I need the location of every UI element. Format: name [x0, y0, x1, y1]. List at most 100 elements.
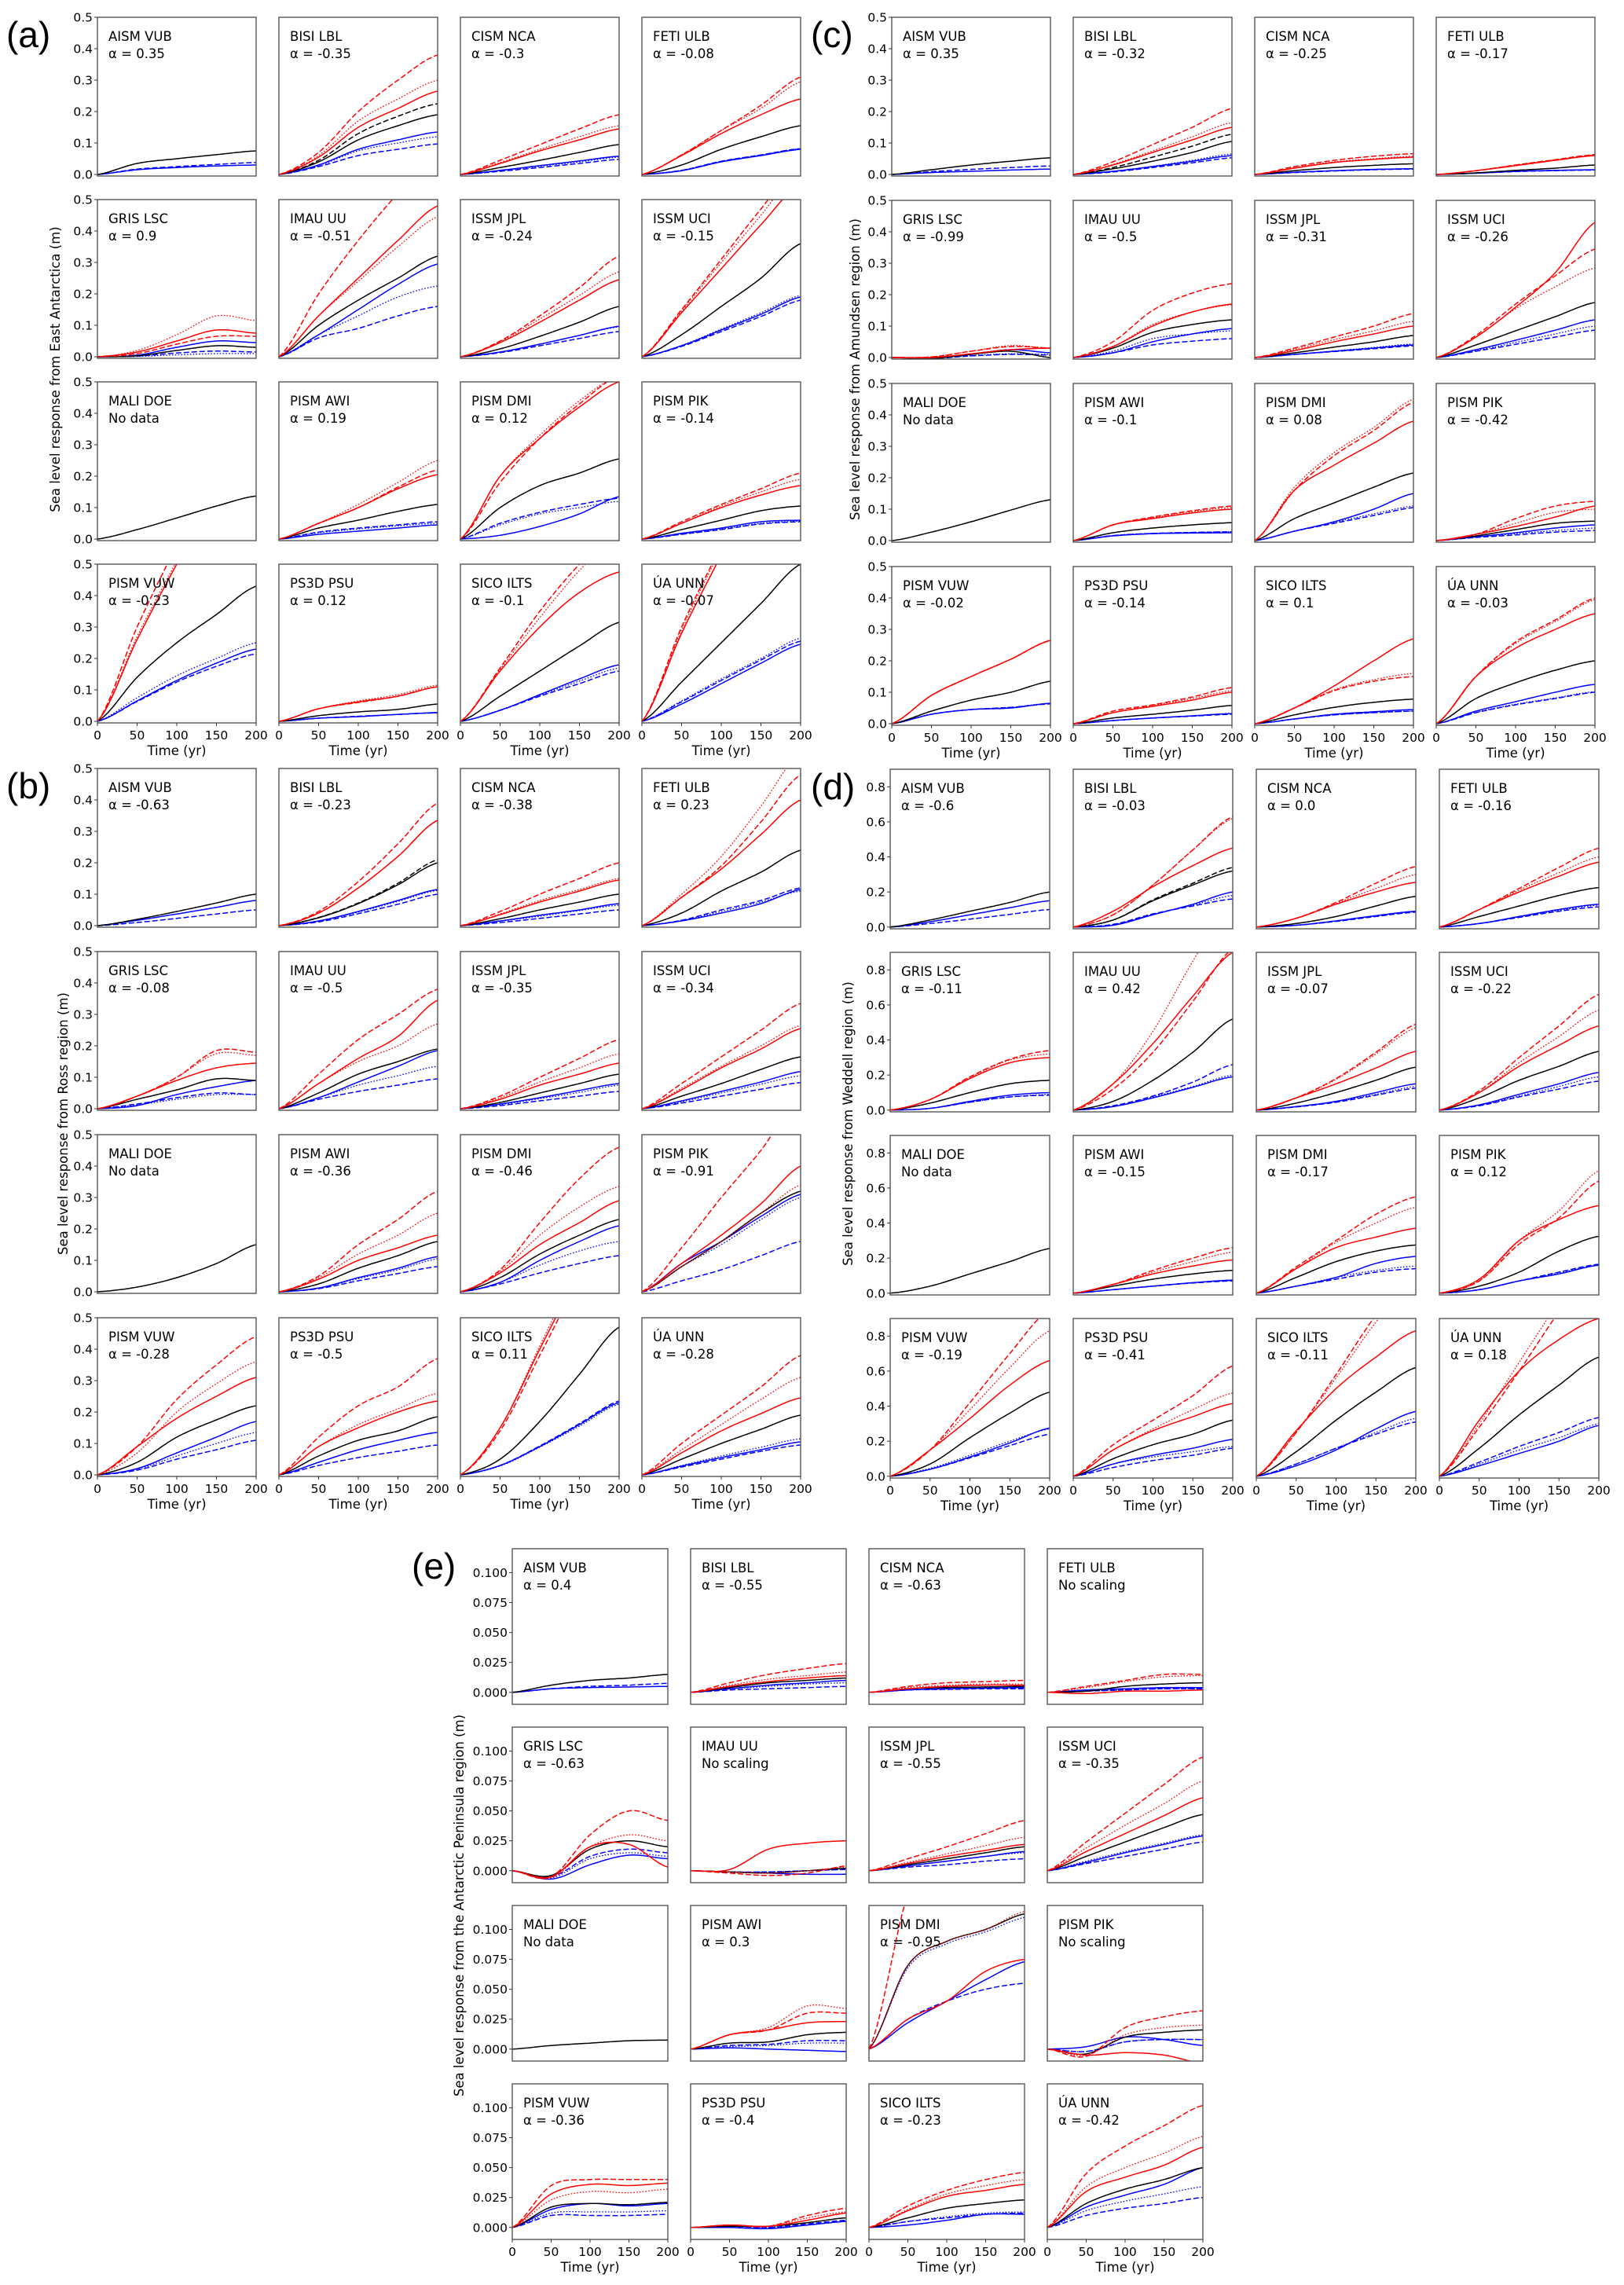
series-line-black [460, 1219, 619, 1293]
series-line-red-solid [642, 1165, 801, 1293]
series-line-blue-dashed [1047, 1841, 1203, 1872]
series-line-black [642, 1414, 801, 1476]
subplot-title: FETI ULB [1450, 781, 1508, 796]
subplot-title: ISSM UCI [653, 211, 711, 226]
series-line-blue-solid [1073, 891, 1233, 928]
series-line-blue-dashed [1255, 710, 1413, 724]
subplot-note: α = -0.63 [108, 798, 170, 812]
series-line-red-solid [1436, 222, 1595, 358]
series-group [279, 802, 438, 926]
series-line-black [1073, 1270, 1233, 1294]
series-line-black-dashed [279, 103, 438, 175]
x-axis-label: Time (yr) [328, 1497, 387, 1512]
series-group [1439, 1319, 1599, 1477]
x-axis-label: Time (yr) [691, 1497, 750, 1512]
series-line-red-solid [1073, 952, 1233, 1111]
y-tick-label: 0.1 [73, 1437, 93, 1451]
x-tick-label: 150 [205, 1482, 229, 1496]
x-tick-label: 100 [709, 728, 733, 743]
x-tick-label: 100 [165, 728, 189, 743]
axes-frame [868, 1726, 1025, 1883]
x-tick-label: 150 [1362, 731, 1386, 745]
subplot-note: α = -0.26 [1447, 229, 1509, 244]
series-line-red-dotted [1256, 874, 1416, 928]
series-line-blue-dotted [279, 889, 438, 926]
series-line-blue-solid [460, 903, 619, 926]
subplot: IMAU UU α = -0.5 [278, 951, 438, 1111]
series-line-red-dotted [97, 564, 176, 722]
series-line-blue-solid [460, 496, 619, 540]
series-group [460, 1146, 619, 1293]
series-line-red-dashed [1439, 993, 1599, 1111]
series-line-red-dashed [1073, 108, 1232, 175]
series-line-blue-solid [892, 168, 1050, 175]
series-line-red-dashed [1255, 313, 1413, 358]
subplot-note: α = 0.12 [290, 593, 346, 608]
subplot: MALI DOE No data 0.000 0.025 0.050 0.075 0.100 [473, 1905, 669, 2062]
subplot-title: PISM VUW [901, 1330, 967, 1345]
series-line-blue-dashed [869, 1858, 1025, 1872]
y-tick-label: 0.5 [73, 11, 93, 25]
subplot-title: PS3D PSU [290, 1330, 354, 1344]
x-tick-label: 50 [1472, 1484, 1487, 1498]
series-line-blue-solid [890, 900, 1050, 928]
series-group [512, 1810, 668, 1880]
subplot-note: α = -0.35 [290, 46, 351, 61]
subplot-title: PS3D PSU [1084, 1330, 1148, 1345]
series-line-black [512, 2202, 668, 2228]
series-line-blue-solid [460, 1083, 619, 1109]
series-group [279, 1358, 438, 1476]
series-group [642, 1355, 801, 1476]
subplot-title: IMAU UU [290, 963, 346, 978]
x-tick-label: 200 [607, 1482, 631, 1496]
axes-frame [460, 17, 620, 177]
series-line-red-solid [460, 1200, 619, 1293]
series-line-black [892, 157, 1050, 175]
series-line-blue-solid [691, 2047, 846, 2052]
x-tick-label: 150 [1364, 1484, 1388, 1498]
subplot-note: α = -0.23 [880, 2113, 941, 2128]
y-tick-label: 0.2 [867, 471, 887, 486]
series-group [691, 1663, 846, 1693]
axes-frame [460, 768, 620, 928]
y-tick-label: 0.3 [867, 440, 887, 454]
subplot-note: No scaling [702, 1756, 769, 1771]
axes-frame [641, 381, 801, 541]
series-line-red-dashed [1436, 248, 1595, 358]
series-line-blue-dotted [869, 1916, 1025, 2050]
series-line-black [279, 1241, 438, 1293]
x-tick-label: 150 [618, 2245, 641, 2259]
x-tick-label: 0 [275, 728, 283, 743]
x-axis-label: Time (yr) [509, 1497, 569, 1512]
series-line-black [97, 495, 256, 540]
series-line-red-dashed [279, 1190, 438, 1293]
series-line-red-dotted [1255, 156, 1413, 175]
axes-frame [1256, 1135, 1417, 1296]
x-tick-label: 50 [1105, 1484, 1121, 1498]
series-line-black [1255, 163, 1413, 175]
y-tick-label: 0.6 [866, 815, 885, 829]
series-line-red-solid [279, 1234, 438, 1293]
series-line-red-dotted [642, 1025, 801, 1109]
series-group [1255, 398, 1413, 541]
subplot: GRIS LSC α = -0.08 0.0 0.1 0.2 0.3 0.4 0.5 [73, 945, 257, 1117]
series-line-blue-solid [279, 263, 438, 358]
series-line-red-dotted [460, 1186, 619, 1293]
y-tick-label: 0.4 [867, 42, 887, 57]
subplot-note: α = -0.46 [471, 1164, 533, 1179]
series-line-red-dotted [1047, 1780, 1203, 1872]
y-tick-label: 0.8 [866, 963, 885, 977]
x-tick-label: 50 [544, 2245, 559, 2259]
subplot: GRIS LSC α = -0.11 0.0 0.2 0.4 0.6 0.8 [866, 952, 1050, 1117]
y-tick-label: 0.1 [73, 137, 93, 151]
y-tick-label: 0.0 [73, 1286, 93, 1300]
series-line-red-solid [460, 279, 619, 358]
subplot: PISM AWI α = 0.3 [690, 1905, 847, 2062]
series-line-red-solid [691, 2212, 846, 2228]
series-line-black [890, 1080, 1050, 1111]
subplot-title: IMAU UU [702, 1739, 758, 1754]
axes-frame [278, 17, 438, 177]
series-line-red-dashed [460, 255, 619, 358]
series-line-blue-solid [279, 889, 438, 926]
y-tick-label: 0.8 [866, 780, 885, 794]
